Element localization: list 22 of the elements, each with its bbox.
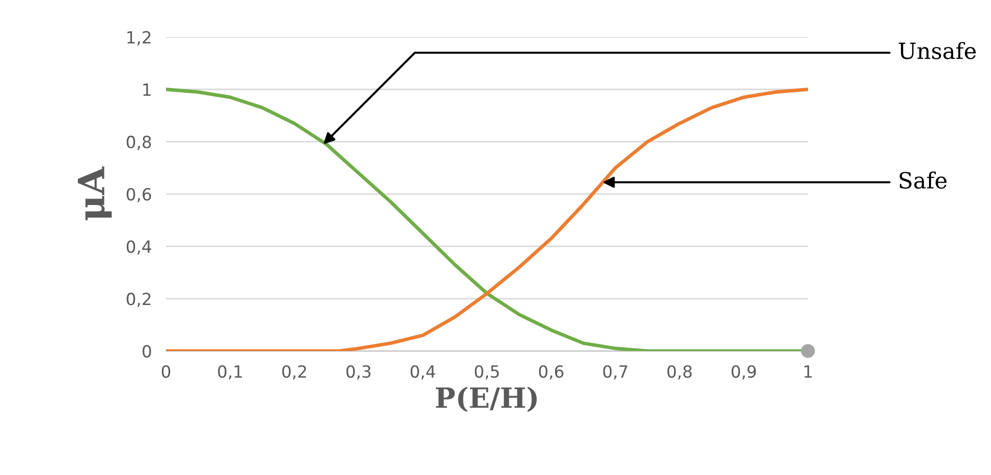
x-tick-label: 0,2 [282, 365, 306, 380]
y-tick-label: 0,4 [126, 240, 152, 255]
x-tick-label: 0,4 [410, 365, 436, 380]
x-tick-label: 0 [162, 365, 170, 378]
y-tick-label: 0,6 [126, 188, 152, 202]
x-tick-label: 0,1 [218, 365, 242, 380]
x-tick-label: 0,3 [346, 365, 370, 380]
y-tick-label: 0,2 [126, 292, 150, 307]
x-tick-label: 1 [804, 365, 812, 378]
x-tick-label: 0,5 [474, 365, 499, 380]
y-tick-label: 1 [143, 84, 151, 96]
annotation: Safe [900, 172, 947, 189]
annotation: Unsafe [898, 42, 976, 60]
y-tick-label: 0,8 [126, 136, 151, 150]
y-tick-label: 0 [142, 344, 151, 358]
x-tick-label: 0,6 [539, 365, 564, 380]
x-tick-label: 0,7 [603, 365, 628, 380]
y-axis-title: μA [78, 166, 112, 220]
x-tick-label: 0,9 [732, 365, 756, 380]
y-tick-label: 1,2 [127, 31, 150, 46]
x-axis-title: P(E/H) [436, 386, 537, 412]
x-tick-label: 0,8 [667, 365, 692, 380]
